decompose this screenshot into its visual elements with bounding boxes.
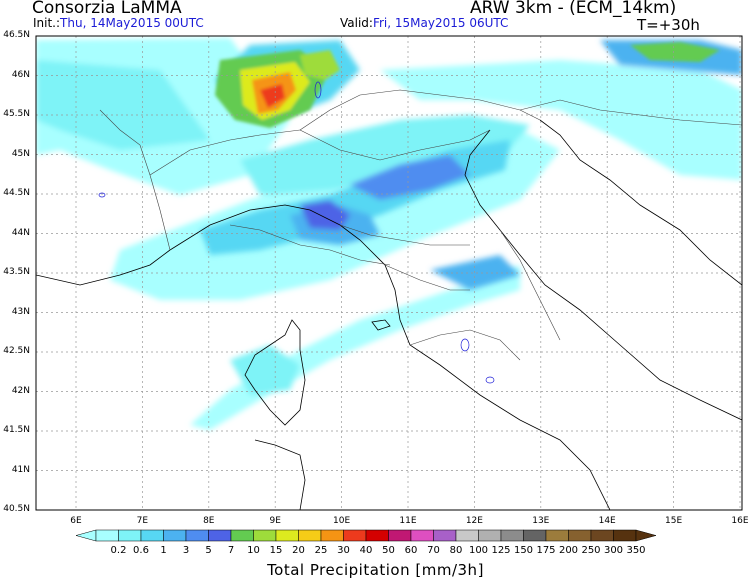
- colorbar-label: 150: [513, 545, 534, 556]
- colorbar-swatch: [275, 529, 299, 542]
- lead-time: T=+30h: [637, 16, 700, 34]
- latitude-label: 43.5N: [3, 267, 30, 277]
- longitude-label: 8E: [203, 516, 215, 526]
- lakes: [98, 81, 495, 384]
- valid-label: Valid:: [340, 16, 373, 30]
- colorbar-swatch: [410, 529, 434, 542]
- latitude-label: 44N: [11, 227, 30, 238]
- colorbar-label: 70: [427, 545, 440, 556]
- latitude-label: 46N: [11, 69, 30, 80]
- colorbar-swatch: [590, 529, 614, 542]
- model-title: ARW 3km - (ECM_14km): [470, 0, 677, 18]
- longitude-label: 11E: [399, 516, 417, 526]
- colorbar-label: 0.2: [110, 545, 127, 556]
- colorbar-swatch: [343, 529, 367, 542]
- latitude-label: 43N: [11, 306, 30, 317]
- colorbar-label: 50: [382, 545, 395, 556]
- colorbar-label: 125: [491, 545, 511, 556]
- longitude-label: 12E: [465, 516, 483, 526]
- colorbar-label: 30: [337, 545, 350, 556]
- map-frame: [35, 35, 743, 511]
- latitude-label: 42.5N: [3, 346, 30, 356]
- colorbar-swatch: [118, 529, 142, 542]
- colorbar-label: 20: [292, 545, 305, 556]
- colorbar-right-arrow: [635, 529, 657, 542]
- colorbar-swatch: [253, 529, 277, 542]
- latitude-label: 46.5N: [3, 30, 30, 40]
- colorbar-swatch: [320, 529, 344, 542]
- colorbar-swatch: [185, 529, 209, 542]
- colorbar-swatch: [365, 529, 389, 542]
- latitude-label: 40.5N: [3, 504, 30, 514]
- colorbar-swatch: [230, 529, 254, 542]
- colorbar-label: 200: [558, 545, 579, 556]
- colorbar-swatch: [568, 529, 592, 542]
- lat-lon-grid: [36, 36, 742, 510]
- organization-title: Consorzia LaMMA: [32, 0, 182, 18]
- colorbar-label: 300: [603, 545, 624, 556]
- colorbar-label: 175: [536, 545, 556, 556]
- init-label: Init.:: [33, 16, 61, 30]
- colorbar-label: 80: [449, 545, 463, 556]
- colorbar-swatch: [545, 529, 569, 542]
- longitude-label: 7E: [136, 516, 149, 526]
- colorbar-swatch: [140, 529, 164, 542]
- colorbar-swatch: [95, 529, 119, 542]
- longitude-label: 13E: [532, 516, 550, 526]
- colorbar-title: Total Precipitation [mm/3h]: [267, 561, 484, 579]
- init-time: Init.:Thu, 14May2015 00UTC: [33, 16, 204, 30]
- colorbar-swatch: [388, 529, 412, 542]
- colorbar-swatch: [523, 529, 547, 542]
- colorbar-label: 15: [269, 545, 283, 556]
- latitude-label: 45N: [11, 148, 30, 159]
- colorbar-swatch: [208, 529, 232, 542]
- longitude-label: 10E: [333, 516, 351, 526]
- latitude-label: 45.5N: [3, 109, 30, 119]
- colorbar-swatch: [500, 529, 524, 542]
- colorbar-label: 40: [359, 545, 373, 556]
- longitude-label: 15E: [665, 516, 683, 526]
- colorbar-label: 1: [160, 545, 167, 556]
- longitude-label: 9E: [269, 516, 281, 526]
- longitude-label: 14E: [598, 516, 616, 526]
- colorbar-label: 60: [404, 545, 418, 556]
- latitude-label: 42N: [11, 385, 30, 396]
- latitude-label: 41.5N: [3, 425, 30, 435]
- colorbar-label: 25: [314, 545, 328, 556]
- colorbar-swatch: [478, 529, 502, 542]
- valid-time: Valid:Fri, 15May2015 06UTC: [340, 16, 508, 30]
- colorbar-label: 7: [227, 545, 235, 556]
- colorbar-left-arrow: [75, 529, 97, 542]
- colorbar-swatch: [298, 529, 322, 542]
- longitude-label: 6E: [70, 516, 82, 526]
- colorbar-label: 5: [205, 545, 212, 556]
- colorbar-label: 0.6: [133, 545, 149, 556]
- longitude-label: 16E: [731, 516, 749, 526]
- colorbar: [75, 529, 657, 542]
- colorbar-label: 250: [581, 545, 601, 556]
- colorbar-label: 3: [182, 545, 190, 556]
- init-value: Thu, 14May2015 00UTC: [60, 16, 204, 30]
- latitude-label: 44.5N: [3, 188, 30, 198]
- colorbar-swatch: [163, 529, 187, 542]
- colorbar-swatch: [455, 529, 479, 542]
- precipitation-field: [36, 38, 742, 430]
- latitude-label: 41N: [11, 464, 30, 475]
- colorbar-label: 100: [468, 545, 489, 556]
- borders: [99, 89, 742, 361]
- valid-value: Fri, 15May2015 06UTC: [372, 16, 509, 30]
- colorbar-label: 350: [626, 545, 646, 556]
- colorbar-swatch: [613, 529, 637, 542]
- colorbar-swatch: [433, 529, 457, 542]
- colorbar-label: 10: [247, 545, 260, 556]
- coastlines: [36, 119, 742, 510]
